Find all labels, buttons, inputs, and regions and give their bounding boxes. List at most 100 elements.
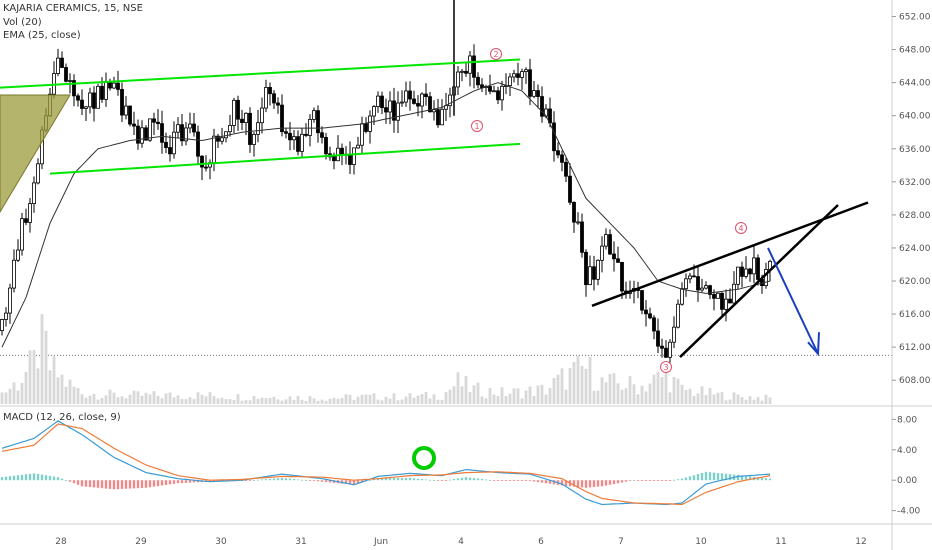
candle-body	[392, 100, 396, 121]
wedge-lower-line	[679, 204, 839, 358]
candle-body	[580, 221, 584, 253]
macd-histogram-bar	[760, 477, 764, 481]
legend-vol: Vol (20)	[3, 17, 42, 28]
macd-histogram-bar	[24, 474, 28, 481]
volume-bar	[36, 368, 40, 404]
candle-body	[304, 133, 308, 136]
macd-histogram-bar	[492, 480, 496, 481]
time-tick-label: 31	[295, 537, 306, 547]
volume-bar	[384, 396, 388, 404]
volume-bar	[736, 394, 740, 404]
volume-bar	[652, 374, 656, 404]
macd-histogram-bar	[720, 473, 724, 481]
macd-histogram-bar	[612, 480, 616, 484]
volume-bar	[360, 394, 364, 404]
macd-histogram-bar	[256, 479, 260, 481]
price-tick-label: 624.00	[899, 244, 931, 254]
macd-histogram-bar	[28, 473, 32, 481]
macd-histogram-bar	[384, 477, 388, 481]
volume-bar	[460, 386, 464, 404]
volume-bar	[268, 397, 272, 404]
volume-bar	[412, 397, 416, 404]
volume-bar	[712, 394, 716, 404]
wave-marker-label: 3	[663, 363, 668, 372]
macd-histogram-bar	[596, 480, 600, 487]
volume-bar	[56, 377, 60, 404]
candle-body	[756, 257, 760, 280]
macd-histogram-bar	[484, 479, 488, 481]
macd-histogram-bar	[156, 480, 160, 487]
forecast-arrow-head	[807, 332, 820, 357]
candle-body	[256, 122, 260, 135]
volume-bar	[44, 330, 48, 404]
macd-histogram-bar	[44, 475, 48, 481]
volume-bar	[552, 378, 556, 404]
macd-histogram-bar	[316, 480, 320, 482]
volume-bar	[420, 394, 424, 404]
macd-histogram-bar	[712, 472, 716, 481]
volume-bar	[312, 398, 316, 404]
volume-bar	[320, 399, 324, 404]
volume-bar	[112, 392, 116, 404]
channel-lower-line	[49, 142, 521, 175]
candle-body	[612, 253, 616, 260]
volume-bar	[732, 392, 736, 404]
candle-body	[460, 70, 464, 73]
volume-bar	[300, 399, 304, 404]
volume-bar	[520, 398, 524, 404]
volume-bar	[436, 399, 440, 404]
volume-bar	[472, 385, 476, 404]
volume-bar	[592, 390, 596, 404]
candle-body	[200, 155, 204, 168]
macd-histogram-bar	[136, 480, 140, 489]
volume-bar	[364, 394, 368, 404]
volume-bar	[396, 400, 400, 404]
volume-bar	[260, 397, 264, 404]
volume-bar	[108, 389, 112, 404]
macd-histogram-bar	[432, 480, 436, 481]
macd-histogram-bar	[768, 478, 772, 481]
macd-histogram-bar	[444, 480, 448, 481]
macd-histogram-bar	[268, 478, 272, 481]
candle-body	[16, 249, 20, 261]
macd-histogram-bar	[576, 480, 580, 488]
macd-histogram-bar	[648, 480, 652, 481]
volume-bar	[376, 399, 380, 404]
candle-body	[616, 258, 620, 263]
time-tick-label: 29	[135, 537, 147, 547]
volume-bar	[104, 395, 108, 404]
volume-bar	[248, 400, 252, 404]
candle-body	[92, 92, 96, 109]
volume-bar	[224, 399, 228, 404]
volume-bar	[684, 390, 688, 404]
volume-bar	[720, 392, 724, 404]
price-tick-label: 628.00	[899, 211, 931, 221]
candle-body	[744, 268, 748, 277]
volume-bar	[416, 395, 420, 404]
macd-histogram-bar	[724, 473, 728, 481]
legend-main-title: KAJARIA CERAMICS, 15, NSE	[3, 3, 143, 14]
volume-bar	[704, 394, 708, 404]
candle-body	[84, 106, 88, 109]
macd-histogram-bar	[16, 475, 20, 481]
volume-bar	[628, 376, 632, 404]
candle-body	[376, 95, 380, 107]
candle-body	[468, 55, 472, 74]
macd-histogram-bar	[40, 474, 44, 481]
macd-histogram-bar	[272, 478, 276, 481]
macd-histogram-bar	[440, 480, 444, 481]
volume-bar	[280, 400, 284, 404]
macd-histogram-bar	[608, 480, 612, 485]
wave-marker-circle	[471, 120, 483, 132]
macd-histogram-bar	[184, 480, 188, 483]
legend-macd: MACD (12, 26, close, 9)	[3, 412, 121, 423]
candle-body	[432, 109, 436, 113]
candle-body	[120, 89, 124, 116]
candle-body	[732, 283, 736, 304]
wave-marker-circle	[490, 48, 502, 60]
macd-histogram-bar	[80, 480, 84, 487]
drawings: 1 2 3 4	[0, 48, 869, 373]
volume-bar	[388, 398, 392, 404]
